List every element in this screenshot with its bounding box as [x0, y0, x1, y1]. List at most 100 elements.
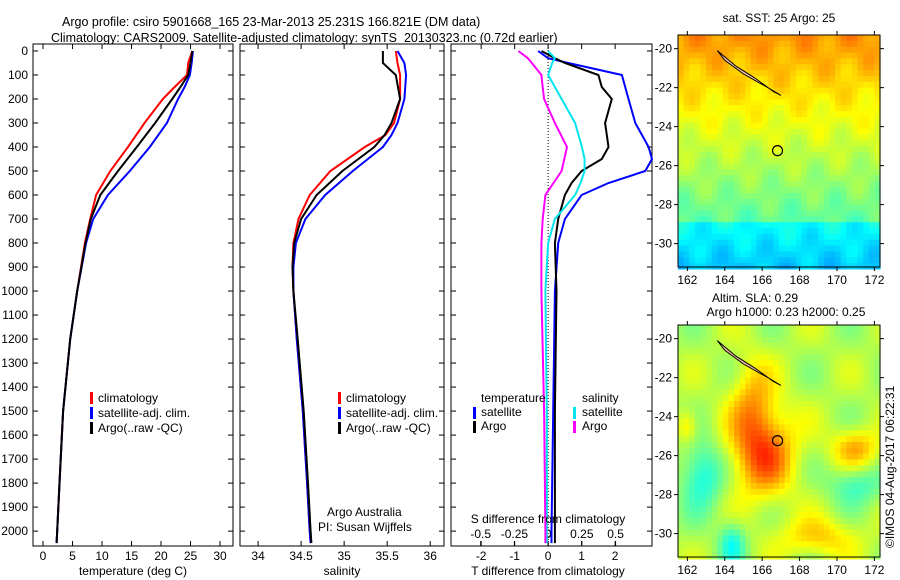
map-cell: [706, 365, 713, 373]
map-cell: [801, 152, 808, 159]
map-cell: [683, 447, 690, 455]
map-cell: [767, 169, 774, 176]
map-cell: [762, 75, 769, 83]
map-cell: [812, 500, 819, 507]
map-cell: [767, 348, 774, 355]
map-cell: [868, 482, 875, 490]
map-cell: [706, 210, 713, 217]
map-cell: [750, 477, 758, 484]
map-cell: [745, 116, 752, 124]
map-cell: [678, 418, 685, 425]
map-cell: [683, 523, 690, 531]
map-cell: [846, 383, 853, 390]
map-cell: [750, 64, 758, 71]
map-cell: [773, 140, 780, 147]
map-cell: [863, 175, 870, 182]
map-cell: [694, 471, 701, 478]
map-cell: [818, 239, 825, 247]
map-cell: [829, 365, 836, 373]
map-cell: [812, 389, 819, 396]
map-cell: [874, 541, 881, 548]
map-cell: [739, 152, 746, 159]
map-cell: [739, 523, 746, 531]
map-cell: [790, 424, 797, 431]
map-cell: [784, 228, 791, 235]
map-cell: [711, 447, 718, 455]
map-cell: [739, 146, 746, 153]
map-cell: [795, 354, 802, 361]
map-cell: [689, 424, 696, 431]
map-cell: [706, 251, 713, 258]
map-cell: [706, 547, 713, 554]
map-cell: [694, 389, 701, 396]
map-cell: [823, 192, 831, 200]
map-cell: [689, 389, 696, 396]
map-cell: [851, 58, 859, 65]
map-cell: [706, 187, 713, 194]
map-cell: [779, 58, 786, 65]
map-cell: [683, 93, 690, 100]
map-cell: [829, 342, 836, 349]
map-cell: [790, 46, 797, 54]
map-cell: [728, 198, 735, 206]
map-cell: [762, 535, 769, 542]
map-cell: [683, 35, 690, 42]
map-cell: [756, 459, 763, 466]
map-cell: [773, 64, 780, 71]
map-cell: [818, 365, 825, 373]
map-cell: [756, 228, 763, 235]
map-cell: [717, 494, 724, 501]
map-cell: [812, 263, 819, 270]
map-cell: [745, 58, 752, 65]
map-cell: [784, 377, 791, 384]
map-cell: [678, 257, 685, 264]
map-cell: [846, 134, 853, 141]
map-cell: [779, 342, 786, 349]
map-cell: [807, 459, 814, 466]
map-cell: [801, 535, 808, 542]
map-cell: [750, 336, 758, 344]
map-cell: [745, 257, 752, 264]
map-cell: [706, 395, 713, 402]
new-caledonia-landmass: [716, 340, 782, 386]
map-cell: [689, 99, 696, 106]
map-cell: [762, 122, 769, 130]
map-cell: [745, 105, 752, 112]
map-cell: [745, 453, 752, 461]
map-cell: [795, 430, 802, 437]
map-cell: [711, 436, 718, 443]
map-cell: [851, 245, 859, 252]
map-cell: [795, 360, 802, 367]
map-cell: [795, 547, 802, 554]
map-cell: [750, 245, 758, 252]
map-cell: [812, 377, 819, 384]
map-cell: [801, 354, 808, 361]
map-cell: [717, 412, 724, 420]
map-cell: [779, 122, 786, 130]
map-cell: [728, 152, 735, 159]
map-cell: [818, 494, 825, 501]
map-cell: [728, 105, 735, 112]
map-cell: [863, 482, 870, 490]
map-cell: [750, 465, 758, 472]
map-cell: [717, 58, 724, 65]
y-tick-label: 1300: [1, 356, 28, 370]
map-cell: [846, 64, 853, 71]
map-cell: [812, 453, 819, 461]
map-cell: [835, 506, 842, 513]
map-cell: [795, 245, 802, 252]
map-cell: [756, 418, 763, 425]
map-cell: [784, 488, 791, 496]
map-cell: [694, 354, 701, 361]
map-cell: [767, 529, 774, 537]
map-cell: [784, 459, 791, 466]
map-cell: [863, 122, 870, 130]
map-cell: [795, 93, 802, 100]
map-cell: [689, 111, 696, 118]
map-cell: [711, 401, 718, 408]
map-cell: [818, 140, 825, 147]
map-cell: [874, 418, 881, 425]
map-cell: [807, 251, 814, 258]
map-cell: [790, 494, 797, 501]
map-cell: [795, 529, 802, 537]
